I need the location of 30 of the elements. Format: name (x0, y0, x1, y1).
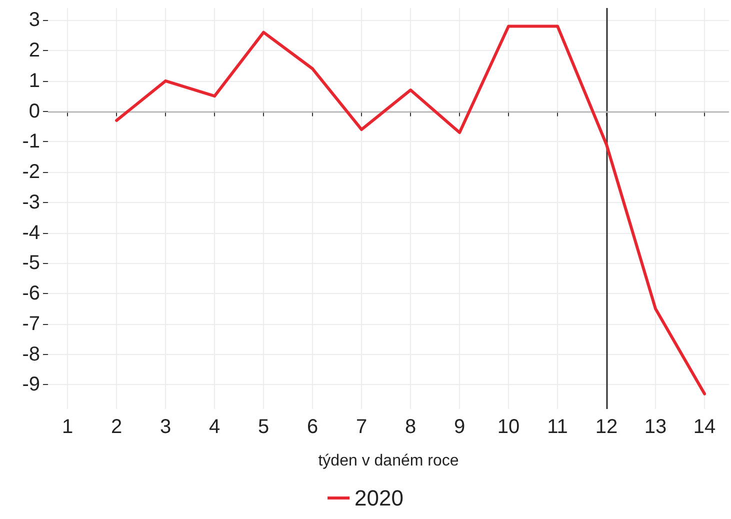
x-tick-label: 6 (307, 416, 318, 438)
x-tick-label: 3 (160, 416, 172, 438)
x-tick-label: 9 (454, 416, 466, 438)
x-tick-label: 14 (693, 416, 716, 438)
x-tick-label: 7 (356, 416, 368, 438)
x-tick-label: 2 (111, 416, 122, 438)
y-tick-label: -1 (22, 130, 40, 153)
y-tick-label: -2 (22, 161, 40, 184)
x-tick-label: 10 (497, 416, 520, 438)
y-tick-label: -8 (22, 343, 40, 366)
y-tick-label: -6 (22, 282, 40, 305)
x-tick-label: 12 (595, 416, 618, 438)
line-series (115, 24, 706, 396)
y-tick-label: -9 (22, 374, 40, 396)
x-axis-title: týden v daném roce (318, 452, 459, 470)
legend-label: 2020 (354, 486, 404, 510)
y-tick-label: -5 (22, 252, 40, 274)
x-tick-label: 4 (209, 416, 220, 438)
y-tick-label: -4 (22, 222, 40, 244)
x-tick-label: 1 (62, 416, 74, 438)
y-tick-label: -3 (22, 191, 40, 214)
x-tick-label: 13 (644, 416, 667, 438)
y-tick-label: 0 (28, 100, 40, 122)
y-tick-label: 3 (28, 9, 40, 32)
x-tick-label: 8 (404, 416, 416, 438)
x-tick-label: 5 (258, 416, 270, 438)
y-tick-label: 2 (28, 40, 40, 62)
y-tick-label: -7 (22, 312, 40, 335)
y-tick-label: 1 (28, 70, 40, 92)
x-tick-label: 11 (547, 416, 568, 438)
